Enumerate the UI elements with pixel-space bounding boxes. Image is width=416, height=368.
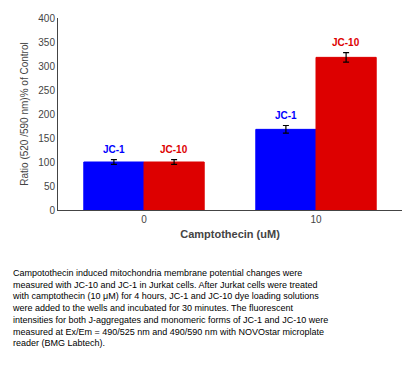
svg-text:JC-10: JC-10	[160, 144, 188, 155]
svg-text:JC-1: JC-1	[103, 144, 125, 155]
svg-text:JC-10: JC-10	[332, 37, 360, 48]
svg-text:0: 0	[49, 205, 55, 216]
svg-text:150: 150	[38, 133, 55, 144]
svg-text:50: 50	[44, 181, 56, 192]
svg-text:350: 350	[38, 37, 55, 48]
svg-text:300: 300	[38, 61, 55, 72]
svg-text:100: 100	[38, 157, 55, 168]
svg-text:Ratio (520 /590 nm)% of Contro: Ratio (520 /590 nm)% of Control	[19, 42, 30, 185]
svg-text:Campotothecin induced mitochon: Campotothecin induced mitochondria membr…	[12, 268, 328, 348]
svg-text:250: 250	[38, 85, 55, 96]
svg-text:400: 400	[38, 13, 55, 24]
svg-text:10: 10	[310, 214, 322, 225]
svg-text:0: 0	[141, 214, 147, 225]
svg-text:Camptothecin (uM): Camptothecin (uM)	[180, 228, 280, 240]
svg-text:200: 200	[38, 109, 55, 120]
svg-text:JC-1: JC-1	[275, 110, 297, 121]
